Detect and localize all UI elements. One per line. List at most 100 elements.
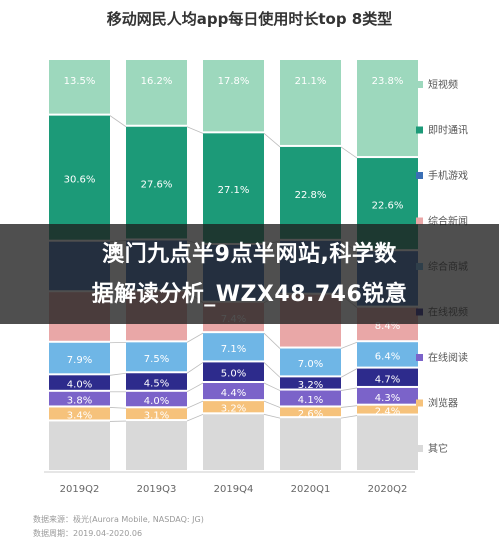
- connector-line: [263, 133, 281, 148]
- data-label: 6.4%: [375, 351, 400, 362]
- source-note: 数据来源：极光(Aurora Mobile, NASDAQ: JG): [33, 515, 204, 524]
- connector-line: [263, 382, 281, 391]
- bar-segment: [126, 373, 187, 390]
- data-label: 3.8%: [67, 396, 92, 407]
- data-label: 4.0%: [144, 396, 169, 407]
- bar-segment: [49, 342, 110, 374]
- connector-line: [109, 372, 127, 376]
- bar-segment: [280, 146, 341, 239]
- bar-segment: [126, 60, 187, 125]
- data-label: 4.3%: [375, 393, 400, 404]
- connector-line: [340, 146, 358, 159]
- data-label: 4.1%: [298, 395, 323, 406]
- bar-segment: [357, 368, 418, 386]
- data-label: 4.4%: [221, 388, 246, 399]
- bar-segment: [280, 60, 341, 145]
- data-label: 7.9%: [67, 355, 92, 366]
- bar-segment: [280, 390, 341, 406]
- legend-swatch: [416, 81, 423, 88]
- connector-line: [340, 368, 358, 378]
- period-note: 数据周期：2019.04-2020.06: [33, 529, 143, 538]
- bar-segment: [49, 421, 110, 470]
- bar-segment: [357, 415, 418, 470]
- bar-segment: [126, 391, 187, 407]
- connector-line: [263, 332, 281, 349]
- bar-segment: [49, 407, 110, 420]
- bar-segment: [280, 407, 341, 417]
- legend-label: 其它: [428, 442, 448, 455]
- bar-segment: [357, 405, 418, 414]
- x-tick-label: 2019Q2: [60, 484, 100, 495]
- bar-segment: [49, 375, 110, 390]
- legend-label: 手机游戏: [428, 169, 468, 182]
- data-label: 7.0%: [298, 359, 323, 370]
- x-tick-label: 2020Q1: [291, 484, 331, 495]
- bar-segment: [49, 391, 110, 406]
- legend-swatch: [416, 126, 423, 134]
- bar-segment: [280, 418, 341, 470]
- legend-swatch: [416, 217, 423, 225]
- bar-segment: [126, 342, 187, 372]
- connector-line: [109, 115, 127, 128]
- bar-segment: [357, 387, 418, 404]
- data-label: 3.1%: [144, 411, 169, 422]
- data-label: 16.2%: [141, 76, 173, 87]
- connector-line: [186, 332, 204, 343]
- x-tick-label: 2019Q4: [214, 484, 254, 495]
- connector-line: [186, 126, 204, 134]
- connector-line: [340, 387, 358, 391]
- legend-swatch: [416, 399, 423, 407]
- data-label: 4.0%: [67, 380, 92, 391]
- data-label: 2.4%: [375, 407, 400, 418]
- connector-line: [340, 415, 358, 419]
- data-label: 30.6%: [64, 175, 96, 186]
- bar-segment: [280, 348, 341, 376]
- legend-label: 在线阅读: [428, 351, 468, 364]
- bar-segment: [126, 408, 187, 420]
- connector-line: [186, 400, 204, 409]
- overlay-line-1: 澳门九点半9点半网站,科学数: [102, 242, 397, 267]
- x-tick-label: 2020Q2: [368, 484, 408, 495]
- data-label: 5.0%: [221, 369, 246, 380]
- legend-label: 浏览器: [428, 397, 458, 410]
- bar-segment: [203, 383, 264, 400]
- legend-swatch: [416, 172, 423, 179]
- data-label: 3.2%: [221, 404, 246, 415]
- data-label: 3.2%: [298, 380, 323, 391]
- bar-segment: [126, 126, 187, 239]
- data-label: 23.8%: [372, 76, 404, 87]
- data-label: 8.4%: [375, 321, 400, 332]
- data-label: 17.8%: [218, 76, 250, 87]
- data-label: 27.6%: [141, 180, 173, 191]
- data-label: 22.8%: [295, 190, 327, 201]
- data-label: 7.5%: [144, 354, 169, 365]
- x-tick-label: 2019Q3: [137, 484, 177, 495]
- data-label: 21.1%: [295, 76, 327, 87]
- data-label: 13.5%: [64, 76, 96, 87]
- bar-segment: [203, 414, 264, 470]
- bar-segment: [203, 401, 264, 413]
- data-label: 27.1%: [218, 185, 250, 196]
- connector-line: [263, 400, 281, 408]
- data-label: 22.6%: [372, 201, 404, 212]
- connector-line: [340, 341, 358, 349]
- bar-segment: [49, 115, 110, 240]
- bar-segment: [280, 377, 341, 389]
- bar-segment: [203, 333, 264, 361]
- bar-segment: [49, 60, 110, 114]
- data-label: 2.6%: [298, 409, 323, 420]
- connector-line: [263, 362, 281, 378]
- legend-label: 短视频: [428, 78, 458, 91]
- legend-swatch: [416, 354, 423, 361]
- data-label: 7.1%: [221, 344, 246, 355]
- bar-segment: [357, 60, 418, 157]
- chart-title: 移动网民人均app每日使用时长top 8类型: [106, 10, 393, 28]
- legend-label: 即时通讯: [428, 125, 468, 137]
- connector-line: [186, 413, 204, 422]
- connector-line: [340, 405, 358, 408]
- connector-line: [186, 362, 204, 374]
- bar-segment: [357, 342, 418, 367]
- overlay-banner: 澳门九点半9点半网站,科学数 据解读分析_WZX48.746锐意: [0, 224, 499, 324]
- connector-line: [186, 382, 204, 393]
- data-label: 4.5%: [144, 379, 169, 390]
